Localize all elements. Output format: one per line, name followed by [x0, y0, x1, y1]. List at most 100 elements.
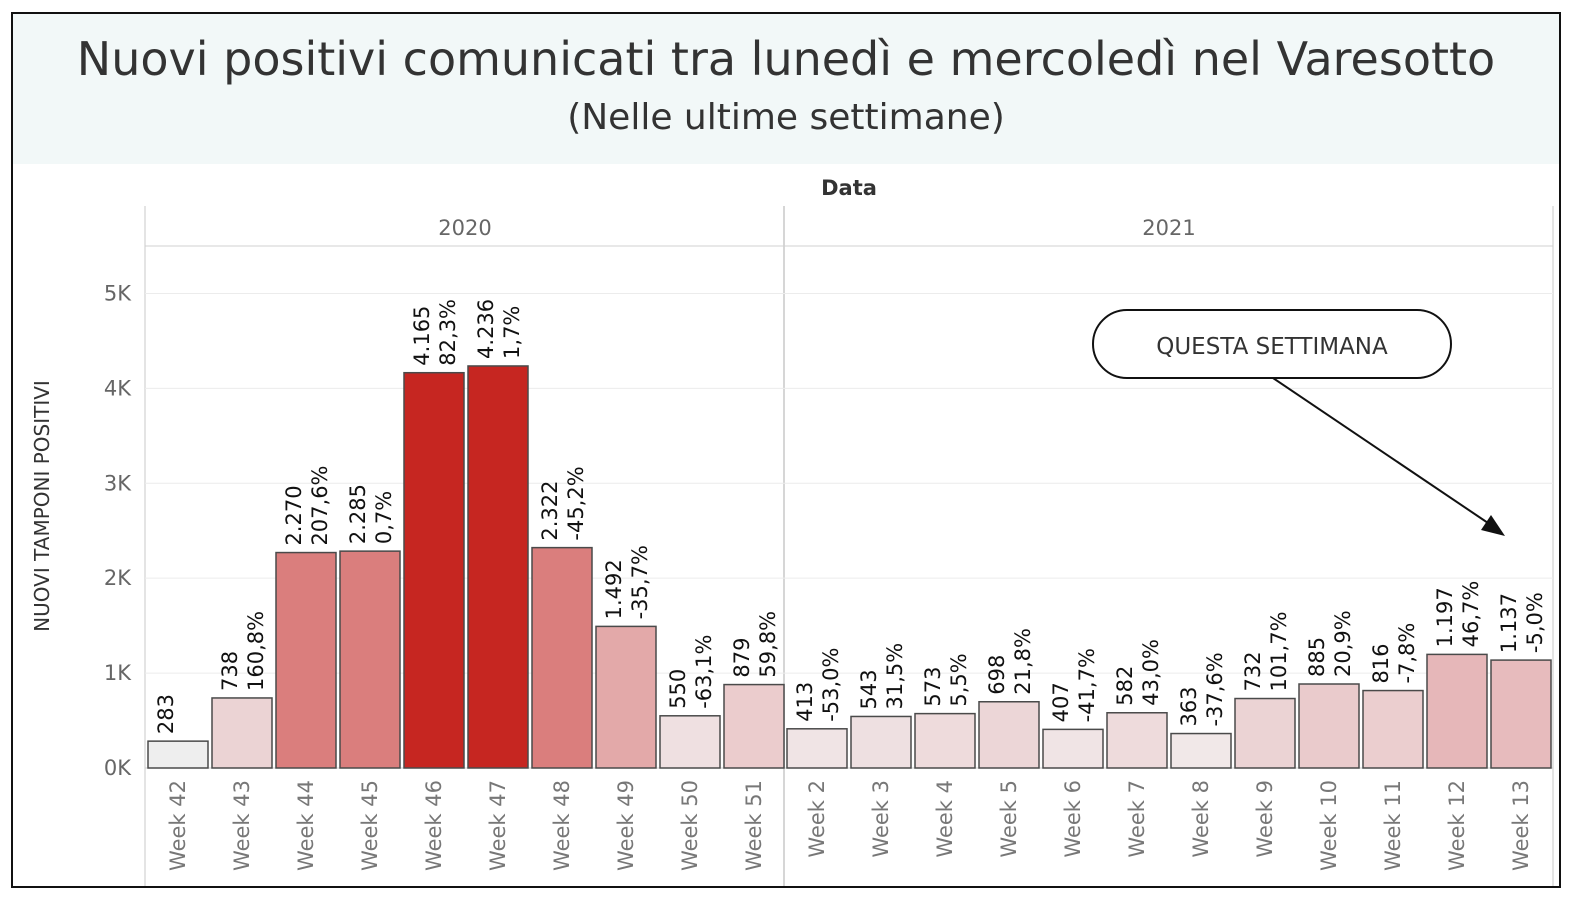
value-label: 407: [1049, 682, 1073, 722]
x-tick-label: Week 50: [678, 780, 702, 871]
annotation-arrow-line: [1272, 377, 1492, 526]
y-tick-label: 4K: [104, 376, 132, 400]
value-label: 2.285: [346, 484, 370, 544]
value-label: 1.492: [602, 559, 626, 619]
y-tick-label: 1K: [104, 661, 132, 685]
x-tick-label: Week 4: [933, 780, 957, 858]
bar: [1042, 728, 1104, 769]
bar: [275, 551, 337, 769]
value-label: 816: [1369, 643, 1393, 683]
column-header: Data: [821, 176, 877, 200]
bar: [595, 625, 657, 769]
x-tick-label: Week 12: [1445, 780, 1469, 871]
change-label: 160,8%: [244, 611, 268, 691]
x-tick-label: Week 43: [230, 780, 254, 871]
bar: [1298, 683, 1360, 769]
x-tick-label: Week 5: [997, 780, 1021, 858]
change-label: 20,9%: [1331, 610, 1355, 677]
change-label: 207,6%: [308, 465, 332, 545]
value-label: 363: [1177, 686, 1201, 726]
value-label: 4.165: [410, 306, 434, 366]
value-label: 698: [985, 655, 1009, 695]
value-label: 885: [1305, 637, 1329, 677]
bar: [914, 712, 976, 769]
x-tick-label: Week 11: [1381, 780, 1405, 871]
x-tick-label: Week 8: [1189, 780, 1213, 858]
x-tick-label: Week 49: [614, 780, 638, 871]
bar-chart: Data 0K 1K 2K 3K 4K 5K NUOVI TAMPONI POSITIVI 20…: [30, 176, 1554, 886]
bar: [1170, 732, 1232, 769]
value-label: 543: [857, 669, 881, 709]
change-label: -53,0%: [819, 648, 843, 722]
value-label: 550: [666, 669, 690, 709]
y-axis-title: NUOVI TAMPONI POSITIVI: [30, 380, 54, 632]
x-tick-label: Week 42: [166, 780, 190, 871]
value-label: 1.197: [1433, 587, 1457, 647]
year-label: 2021: [1142, 216, 1195, 240]
y-tick-label: 2K: [104, 566, 132, 590]
change-label: -7,8%: [1395, 623, 1419, 684]
change-label: -37,6%: [1203, 652, 1227, 726]
x-tick-label: Week 7: [1125, 780, 1149, 858]
change-label: 59,8%: [756, 611, 780, 678]
bar: [467, 365, 529, 769]
value-label: 582: [1113, 666, 1137, 706]
x-tick-label: Week 9: [1253, 780, 1277, 858]
title-band: Nuovi positivi comunicati tra lunedì e m…: [13, 14, 1559, 164]
change-label: -41,7%: [1075, 648, 1099, 722]
bar: [659, 715, 721, 769]
change-label: 101,7%: [1267, 611, 1291, 691]
bar: [211, 697, 273, 769]
value-label: 738: [218, 651, 242, 691]
x-tick-label: Week 13: [1509, 780, 1533, 871]
bar: [1106, 712, 1168, 769]
bar: [1234, 697, 1296, 769]
bar: [978, 701, 1040, 769]
value-label: 1.137: [1497, 593, 1521, 653]
change-label: -5,0%: [1523, 592, 1547, 653]
annotation-text: QUESTA SETTIMANA: [1156, 334, 1388, 360]
bar: [1362, 689, 1424, 769]
change-label: 5,5%: [947, 653, 971, 706]
y-tick-label: 0K: [104, 756, 132, 780]
year-label: 2020: [438, 216, 491, 240]
annotation-arrowhead: [1481, 515, 1505, 536]
change-label: 31,5%: [883, 643, 907, 710]
value-label: 4.236: [474, 299, 498, 359]
value-label: 283: [154, 694, 178, 734]
bar: [403, 371, 465, 769]
chart-subtitle: (Nelle ultime settimane): [567, 97, 1005, 138]
change-label: 21,8%: [1011, 628, 1035, 695]
x-tick-label: Week 3: [869, 780, 893, 858]
y-tick-label: 5K: [104, 281, 132, 305]
x-tick-label: Week 2: [805, 780, 829, 858]
x-tick-label: Week 44: [294, 780, 318, 871]
annotation-box: [1092, 309, 1452, 379]
bar: [1490, 659, 1552, 769]
x-tick-label: Week 45: [358, 780, 382, 871]
x-tick-label: Week 47: [486, 780, 510, 871]
value-label: 2.322: [538, 480, 562, 540]
change-label: 43,0%: [1139, 639, 1163, 706]
bar: [531, 546, 593, 769]
change-label: 1,7%: [500, 306, 524, 359]
chart-frame: Nuovi positivi comunicati tra lunedì e m…: [11, 12, 1561, 888]
value-label: 413: [793, 682, 817, 722]
x-tick-label: Week 48: [550, 780, 574, 871]
bar: [723, 683, 785, 769]
value-label: 732: [1241, 651, 1265, 691]
change-label: -45,2%: [564, 466, 588, 540]
value-label: 573: [921, 667, 945, 707]
x-tick-label: Week 51: [742, 780, 766, 871]
change-label: -63,1%: [692, 635, 716, 709]
change-label: -35,7%: [628, 545, 652, 619]
bar: [339, 550, 401, 769]
y-tick-label: 3K: [104, 471, 132, 495]
value-label: 2.270: [282, 485, 306, 545]
value-label: 879: [730, 637, 754, 677]
bar: [1426, 653, 1488, 769]
change-label: 46,7%: [1459, 581, 1483, 648]
x-tick-label: Week 46: [422, 780, 446, 871]
change-label: 82,3%: [436, 299, 460, 366]
chart-title: Nuovi positivi comunicati tra lunedì e m…: [76, 32, 1496, 86]
